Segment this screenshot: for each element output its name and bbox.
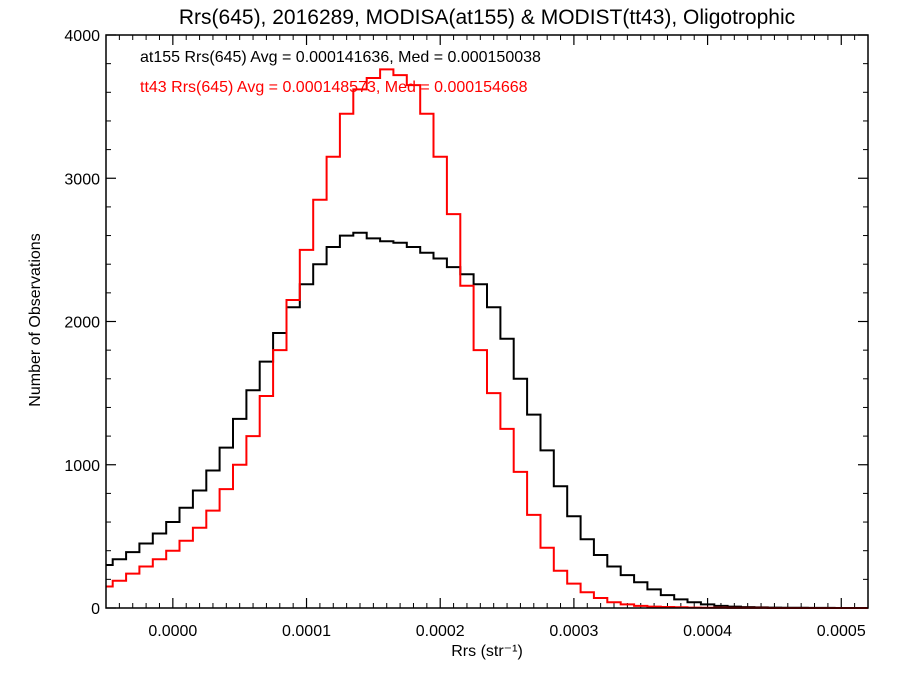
annotation-tt43-stats: tt43 Rrs(645) Avg = 0.000148573, Med = 0… <box>140 79 528 96</box>
annotation-at155-stats: at155 Rrs(645) Avg = 0.000141636, Med = … <box>140 49 541 66</box>
series-at155-line <box>106 231 868 609</box>
x-tick-label: 0.0000 <box>148 623 197 640</box>
chart-title: Rrs(645), 2016289, MODISA(at155) & MODIS… <box>179 6 795 29</box>
x-tick-label: 0.0003 <box>549 623 598 640</box>
series-layer <box>106 68 868 609</box>
x-tick-label: 0.0005 <box>817 623 866 640</box>
x-tick-label: 0.0001 <box>282 623 331 640</box>
y-tick-label: 1000 <box>64 458 100 475</box>
x-tick-label: 0.0002 <box>416 623 465 640</box>
y-tick-label: 4000 <box>64 28 100 45</box>
plot-frame <box>105 34 869 609</box>
y-tick-label: 2000 <box>64 315 100 332</box>
axis-ticks: 0.0000 0.0001 0.0002 0.0003 0.0004 0.0005 0 100… <box>64 28 868 640</box>
x-axis-label: Rrs (str⁻¹) <box>451 643 523 660</box>
y-axis-label: Number of Observations <box>27 233 44 406</box>
y-tick-label: 0 <box>91 601 100 618</box>
x-tick-label: 0.0004 <box>683 623 732 640</box>
y-tick-label: 3000 <box>64 171 100 188</box>
series-tt43-line <box>106 68 868 609</box>
